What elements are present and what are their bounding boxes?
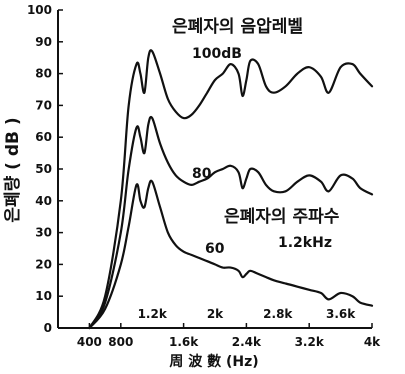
upper-freq-label: 1.2k — [138, 307, 168, 321]
series-label-60: 60 — [205, 241, 225, 257]
upper-frequency-labels: 1.2k 2k 2.8k 3.6k — [138, 307, 357, 321]
x-tick-label: 1.6k — [169, 335, 199, 349]
y-tick-label: 80 — [35, 67, 52, 81]
x-tick-label: 3.2k — [295, 335, 325, 349]
y-axis-ticks: 0 10 20 30 40 50 60 70 80 90 100 — [27, 3, 63, 335]
series-label-100db: 100dB — [192, 46, 242, 62]
y-tick-label: 90 — [35, 35, 52, 49]
y-tick-label: 30 — [35, 226, 52, 240]
series-line-2 — [88, 115, 374, 330]
chart-title: 은폐자의 음압레벨 — [172, 16, 303, 37]
series-line-3 — [88, 179, 374, 330]
y-tick-label: 10 — [35, 289, 52, 303]
y-tick-label: 40 — [35, 194, 52, 208]
y-tick-label: 60 — [35, 130, 52, 144]
y-tick-label: 70 — [35, 98, 52, 112]
y-axis-title: 은폐량 ( dB ) — [3, 117, 23, 222]
x-tick-label: 400 — [77, 335, 102, 349]
y-tick-label: 20 — [35, 257, 52, 271]
series-label-80: 80 — [192, 166, 212, 182]
x-axis-title: 周 波 數 (Hz) — [169, 353, 258, 370]
x-tick-label: 4k — [364, 335, 381, 349]
x-tick-label: 2.4k — [232, 335, 262, 349]
upper-freq-label: 2.8k — [263, 307, 293, 321]
upper-freq-label: 3.6k — [326, 307, 356, 321]
upper-freq-label: 2k — [207, 307, 224, 321]
y-tick-label: 100 — [27, 3, 52, 17]
y-tick-label: 0 — [44, 321, 52, 335]
x-axis-ticks: 400 800 1.6k 2.4k 3.2k 4k — [77, 323, 381, 349]
series-group — [88, 49, 374, 330]
subtitle-value: 1.2kHz — [278, 235, 332, 251]
x-tick-label: 800 — [108, 335, 133, 349]
y-tick-label: 50 — [35, 162, 52, 176]
chart-subtitle: 은폐자의 주파수 — [224, 207, 340, 227]
series-line-1 — [88, 49, 374, 330]
